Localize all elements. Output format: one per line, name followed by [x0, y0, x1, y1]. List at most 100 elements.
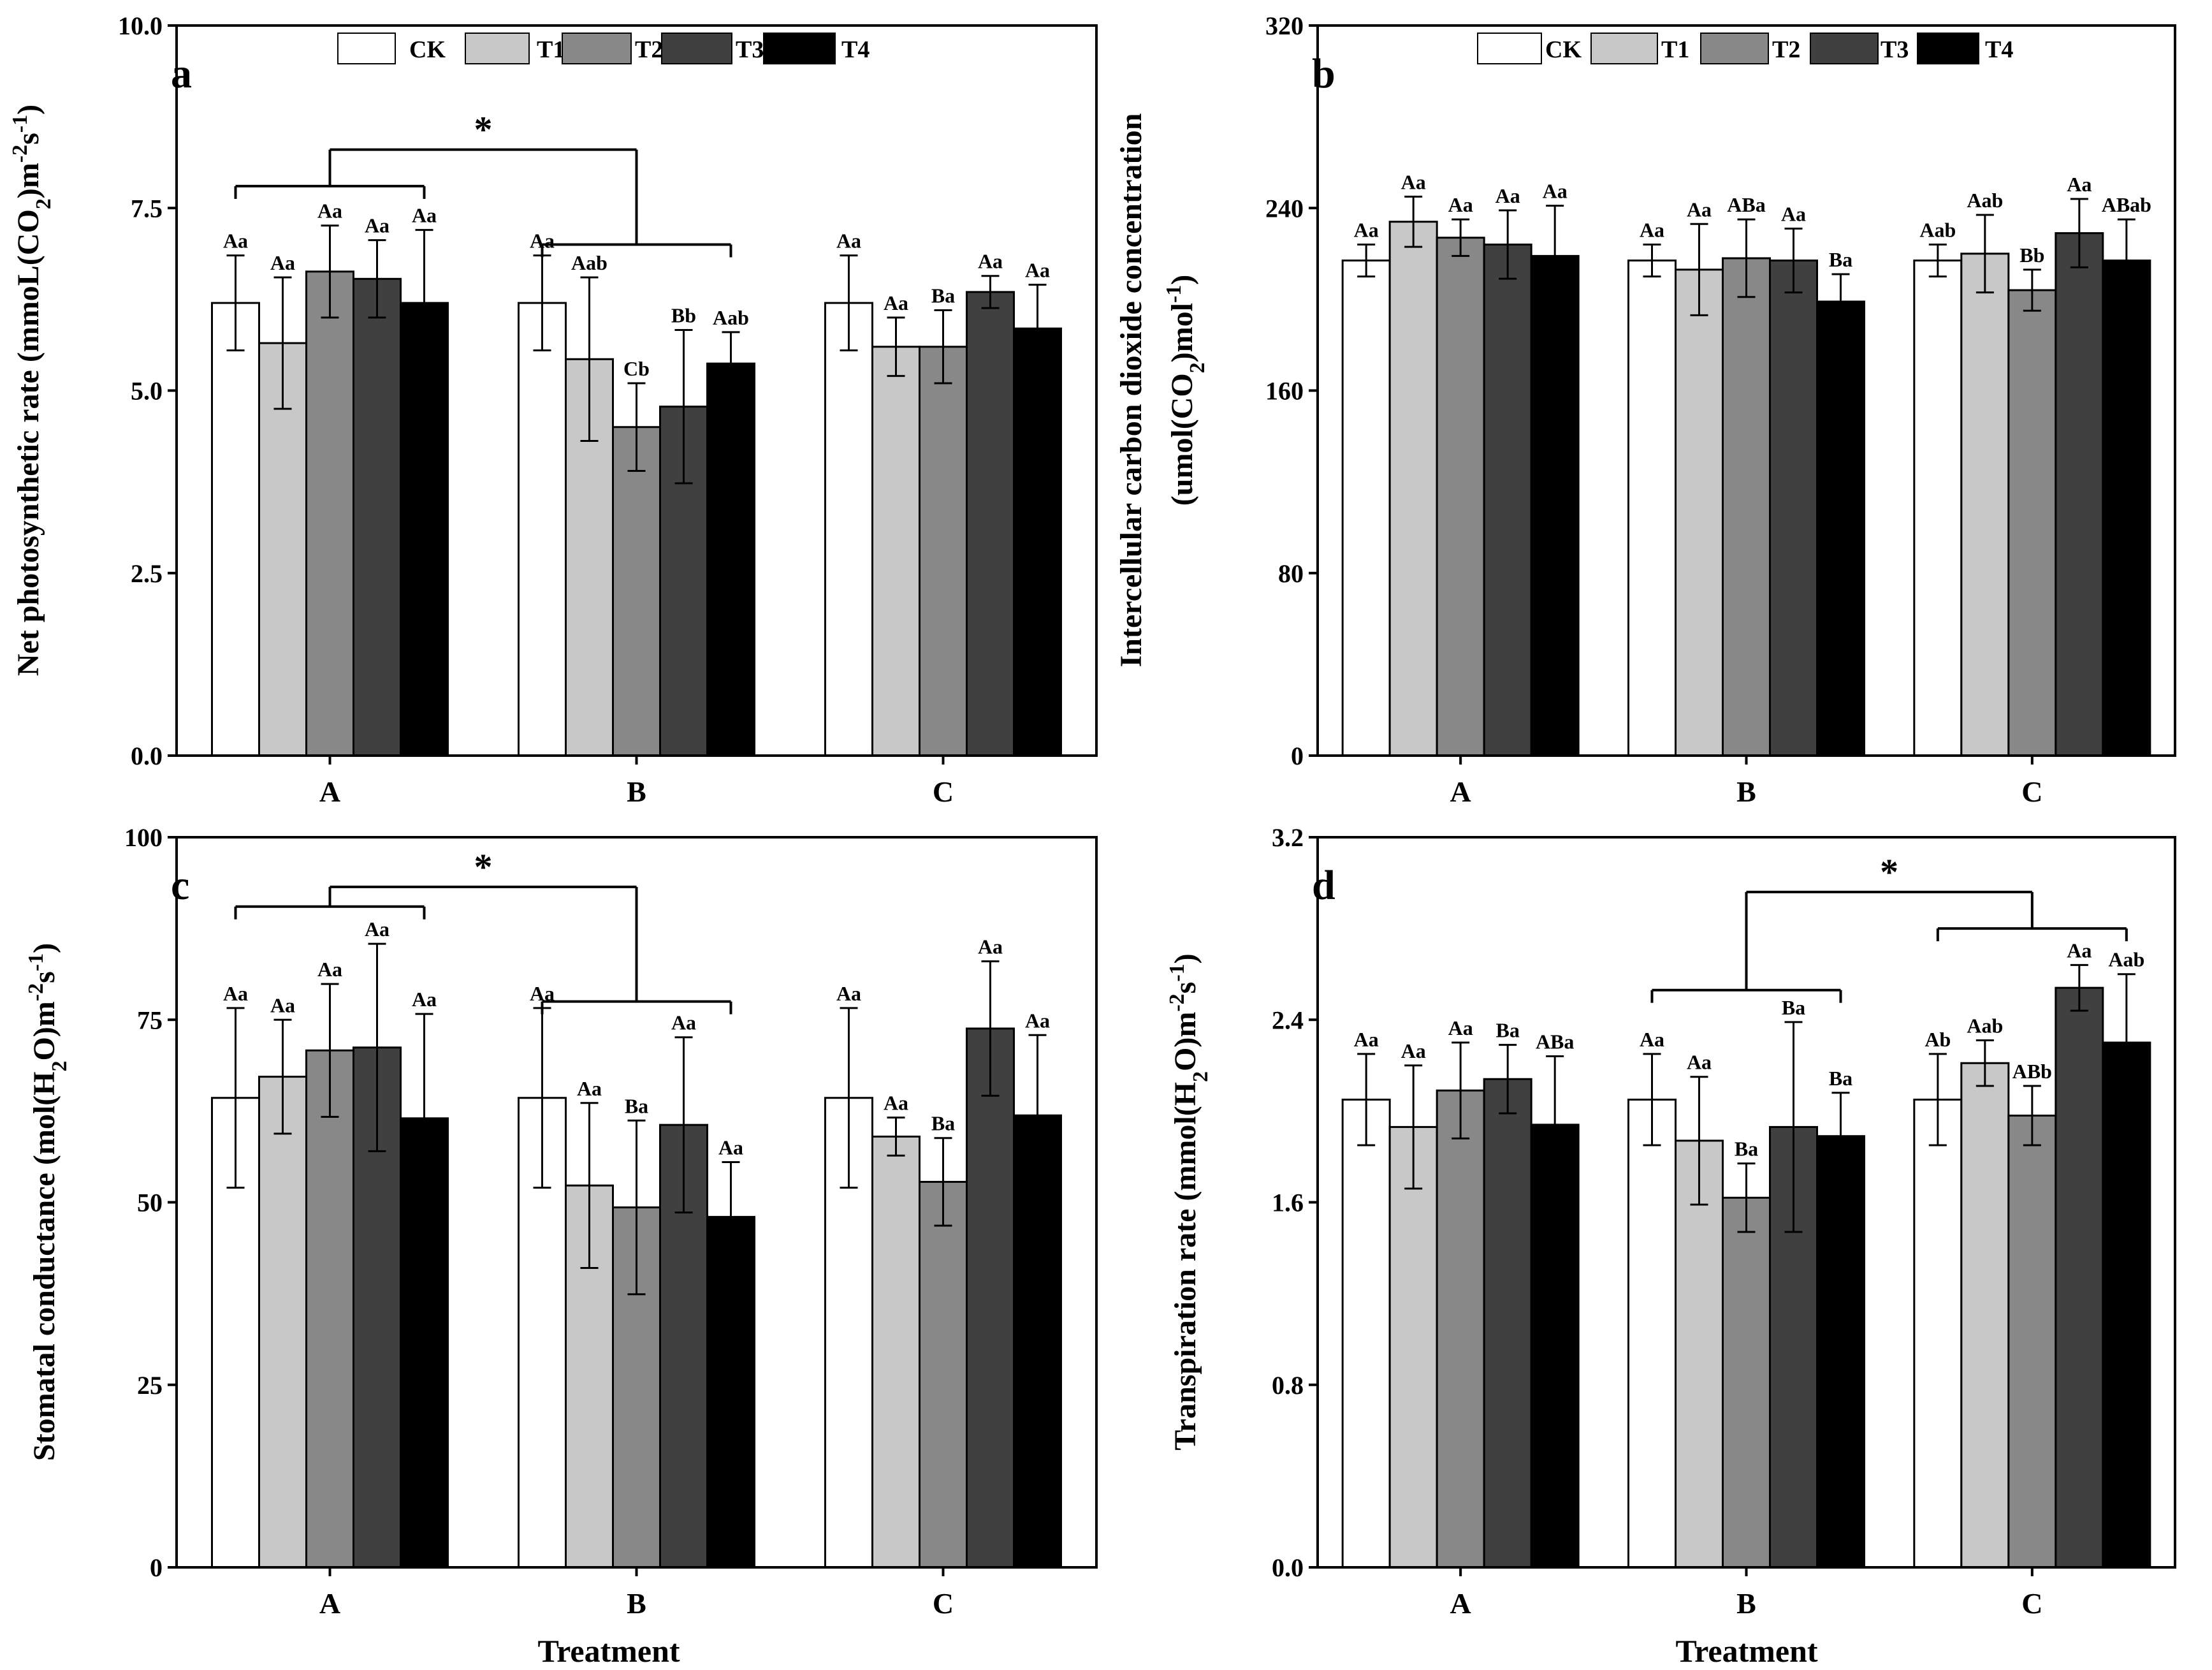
bar-ck-b	[1627, 1098, 1677, 1569]
bar-ck-b	[518, 302, 567, 757]
significance-label: Ba	[1782, 996, 1805, 1019]
bar-t4-c	[1013, 327, 1062, 757]
significance-star: *	[474, 846, 493, 888]
significance-label: Aa	[1687, 1051, 1712, 1074]
y-axis-title: Transpiration rate (mmol(H2O)m-2s-1)	[1165, 953, 1212, 1450]
y-tick-label: 80	[1278, 559, 1304, 588]
significance-label: Aa	[365, 918, 389, 941]
bar-t2-c	[2007, 1115, 2057, 1569]
x-axis-title: Treatment	[1675, 1633, 1817, 1669]
significance-label: ABb	[2012, 1060, 2052, 1083]
bar-t2-a	[1436, 1089, 1485, 1569]
y-tick-label: 75	[137, 1006, 163, 1034]
significance-label: Aa	[412, 988, 437, 1011]
significance-label: Aa	[2067, 173, 2092, 196]
bar-t4-b	[1816, 300, 1865, 757]
significance-label: Aa	[270, 251, 295, 274]
legend-label-t3: T3	[736, 36, 764, 63]
bar-t3-b	[1769, 260, 1818, 757]
bar-ck-a	[1341, 260, 1391, 757]
significance-label: Bb	[2019, 244, 2044, 267]
bar-t4-a	[1530, 254, 1580, 757]
significance-label: Ba	[1495, 1019, 1519, 1042]
legend: CK T1 T2 T3 T4	[337, 33, 870, 64]
legend-label-t2: T2	[635, 36, 663, 63]
bar-t1-b	[1675, 268, 1724, 757]
legend-label-ck: CK	[1545, 36, 1582, 63]
significance-label: Aa	[223, 982, 248, 1005]
significance-label: Aa	[836, 230, 861, 253]
x-axis-title: Treatment	[537, 1633, 680, 1669]
significance-label: Aa	[1448, 193, 1473, 216]
significance-label: Ba	[1829, 1067, 1852, 1090]
significance-label: Cb	[623, 357, 650, 380]
bar-t2-c	[919, 346, 968, 757]
bar-t2-a	[1436, 237, 1485, 757]
x-tick-label: C	[2021, 1587, 2042, 1620]
bar-t3-a	[353, 277, 402, 757]
x-tick-label: B	[1736, 775, 1756, 808]
bar-t1-c	[1960, 253, 2010, 757]
significance-label: Aa	[1640, 219, 1664, 242]
bar-t1-a	[258, 342, 307, 757]
bar-t3-a	[1483, 1078, 1532, 1569]
significance-label: Aab	[1967, 1014, 2003, 1037]
y-tick-label: 0	[150, 1553, 163, 1582]
significance-label: Ba	[931, 1112, 955, 1135]
significance-label: Ba	[625, 1094, 648, 1117]
y-tick-label: 240	[1265, 194, 1304, 223]
legend-swatch-t1	[1590, 33, 1658, 64]
y-tick-label: 0.8	[1272, 1371, 1304, 1400]
significance-label: Aa	[978, 250, 1003, 273]
x-tick-label: A	[319, 1587, 340, 1620]
significance-label: Aa	[1495, 184, 1520, 207]
bar-t2-b	[1722, 1196, 1771, 1569]
significance-star: *	[1880, 851, 1898, 893]
significance-label: Aab	[2108, 948, 2144, 971]
y-tick-label: 100	[124, 823, 163, 852]
y-axis-title: Net photosynthetic rate (mmoL(CO2)m-2s-1…	[8, 105, 55, 676]
bar-t2-b	[612, 426, 661, 757]
bar-t2-a	[305, 1049, 354, 1569]
legend-swatch-t2	[1700, 33, 1769, 64]
legend-swatch-ck	[1477, 33, 1542, 64]
significance-label: Aa	[1025, 258, 1050, 281]
legend-label-t1: T1	[1661, 36, 1689, 63]
significance-label: Aa	[1640, 1028, 1664, 1051]
bar-t4-c	[2102, 260, 2151, 757]
x-tick-label: A	[1450, 775, 1471, 808]
significance-label: Aa	[884, 291, 908, 314]
bar-t4-c	[2102, 1041, 2151, 1569]
bar-ck-a	[1341, 1098, 1391, 1569]
significance-label: Aa	[317, 200, 342, 223]
legend-label-t4: T4	[841, 36, 870, 63]
significance-label: ABa	[1727, 193, 1765, 216]
panel-a: 0.0 2.5 5.0 7.5 10.0 A B C Aa Aa Aa Aa Aab Aa Aa Cb Ba Aa…	[8, 11, 1098, 808]
x-tick-label: A	[319, 775, 340, 808]
bar-t4-b	[706, 362, 755, 757]
legend-swatch-t1	[465, 33, 530, 64]
panel-label: d	[1312, 862, 1335, 909]
bar-ck-c	[824, 302, 873, 757]
y-tick-label: 1.6	[1272, 1189, 1304, 1217]
x-tick-label: B	[627, 1587, 646, 1620]
bar-ck-c	[1913, 1098, 1963, 1569]
significance-label: Aa	[836, 982, 861, 1005]
bar-t3-c	[2055, 232, 2104, 757]
plot-frame	[175, 836, 1098, 1569]
bar-t3-c	[966, 1027, 1015, 1569]
significance-label: Aa	[1401, 170, 1426, 193]
significance-label: Aa	[1543, 180, 1568, 203]
y-tick-label: 7.5	[131, 194, 163, 223]
plot-frame	[1316, 24, 2176, 757]
legend-swatch-t4	[763, 33, 836, 64]
significance-label: Ab	[1925, 1028, 1951, 1051]
significance-label: Aa	[577, 1077, 602, 1100]
bar-t1-a	[1388, 1125, 1438, 1569]
panel-d: 0.0 0.8 1.6 2.4 3.2 A B C Aa Aa Ab Aa Aa Aab Aa Ba ABb Ba…	[1165, 823, 2176, 1669]
legend-swatch-t3	[1810, 33, 1879, 64]
significance-label: Aa	[1401, 1039, 1426, 1062]
bar-t4-b	[706, 1215, 755, 1569]
legend-label-t4: T4	[1985, 36, 2013, 63]
